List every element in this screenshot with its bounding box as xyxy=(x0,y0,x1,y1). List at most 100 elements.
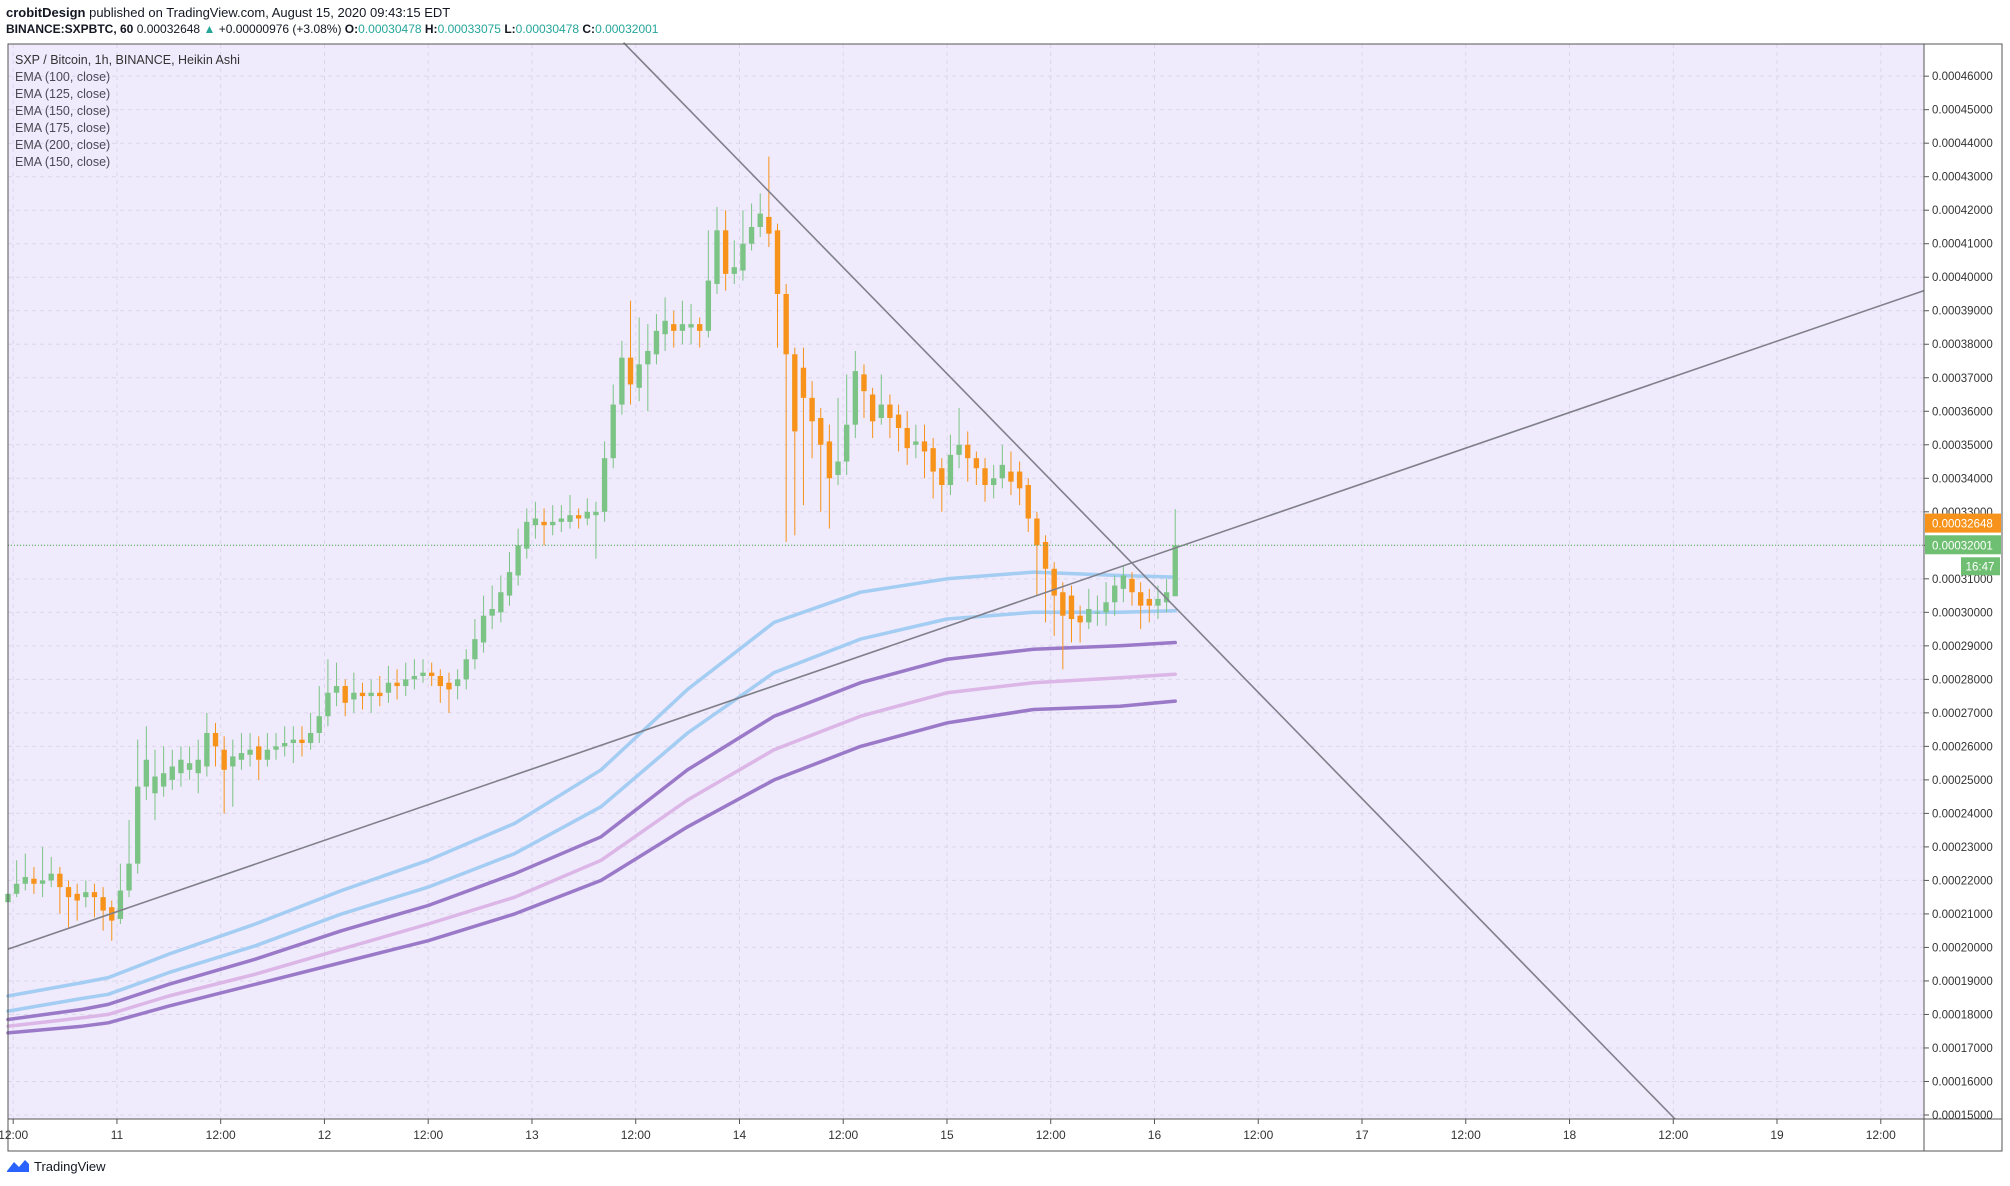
x-tick-label: 12:00 xyxy=(206,1128,236,1142)
x-tick-label: 14 xyxy=(733,1128,747,1142)
candle-body xyxy=(256,746,262,760)
candle-body xyxy=(498,592,504,613)
candle-body xyxy=(403,679,409,687)
candle-body xyxy=(126,863,132,891)
footer-brand[interactable]: TradingView xyxy=(34,1158,106,1174)
y-tick-label: 0.00031000 xyxy=(1932,574,1993,586)
author-name[interactable]: crobitDesign xyxy=(6,5,86,20)
candle-body xyxy=(368,692,374,697)
trendlines[interactable] xyxy=(7,42,1925,1120)
y-tick-label: 0.00038000 xyxy=(1932,339,1993,351)
candle-body xyxy=(748,226,755,244)
high-label: H: xyxy=(424,22,438,36)
candle-body xyxy=(31,878,37,884)
candle-body xyxy=(861,374,867,392)
candle-body xyxy=(160,773,167,787)
chart-legend: SXP / Bitcoin, 1h, BINANCE, Heikin Ashi … xyxy=(15,52,240,171)
candle-body xyxy=(1068,595,1075,620)
candle-body xyxy=(852,371,859,425)
y-tick-label: 0.00024000 xyxy=(1932,808,1993,820)
candle-body xyxy=(195,759,201,774)
candle-body xyxy=(100,897,106,911)
x-tick-label: 17 xyxy=(1355,1128,1369,1142)
last-price: 0.00032648 xyxy=(136,22,201,36)
candle-body xyxy=(480,615,487,643)
candle-body xyxy=(722,230,729,274)
candle-body xyxy=(731,267,737,274)
legend-study[interactable]: EMA (200, close) xyxy=(15,138,111,152)
candle-body xyxy=(91,892,98,898)
legend-study[interactable]: EMA (175, close) xyxy=(15,121,111,135)
candle-body xyxy=(143,759,150,787)
candle-body xyxy=(714,230,720,284)
trendline-descending xyxy=(623,42,1676,1120)
x-axis-ticks: 12:00 11 12:00 12 12:00 13 12:00 14 12:00 15 12:00… xyxy=(0,1119,1896,1142)
high-value: 0.00033075 xyxy=(437,22,501,36)
candle-body xyxy=(290,739,297,744)
x-tick-label: 12:00 xyxy=(1451,1128,1481,1142)
candle-body xyxy=(385,682,392,693)
candle-body xyxy=(489,608,495,616)
candle-body xyxy=(627,357,634,385)
tradingview-logo-icon[interactable] xyxy=(6,1158,30,1174)
y-tick-label: 0.00045000 xyxy=(1932,105,1993,117)
plot-background xyxy=(8,44,1924,1119)
candle-body xyxy=(774,230,781,294)
candle-body xyxy=(869,394,876,422)
candle-body xyxy=(982,468,988,485)
legend-study[interactable]: EMA (150, close) xyxy=(15,104,111,118)
candle-body xyxy=(117,890,124,919)
candle-body xyxy=(152,776,158,794)
candle-body xyxy=(212,732,219,747)
candle-body xyxy=(1112,585,1118,603)
trendline-ascending xyxy=(7,289,1925,950)
candle-body xyxy=(705,280,712,331)
legend-study[interactable]: EMA (100, close) xyxy=(15,70,111,84)
candle-body xyxy=(281,743,288,747)
candle-body xyxy=(1146,598,1152,606)
x-tick-label: 12:00 xyxy=(1658,1128,1688,1142)
legend-study[interactable]: EMA (150, close) xyxy=(15,155,111,169)
legend-study[interactable]: EMA (125, close) xyxy=(15,87,111,101)
y-tick-label: 0.00016000 xyxy=(1932,1076,1993,1088)
up-arrow-icon: ▲ xyxy=(203,22,216,36)
ohlc-line: BINANCE:SXPBTC, 60 0.00032648 ▲ +0.00000… xyxy=(6,21,658,38)
candle-body xyxy=(1163,592,1170,603)
candle-body xyxy=(428,672,435,676)
candle-body xyxy=(939,468,945,485)
candle-body xyxy=(325,692,331,717)
candle-body xyxy=(645,350,651,365)
candle-body xyxy=(636,364,642,388)
candle-body xyxy=(351,692,357,700)
ema-lines xyxy=(6,570,1177,1035)
y-tick-label: 0.00039000 xyxy=(1932,306,1993,318)
y-tick-label: 0.00046000 xyxy=(1932,71,1993,83)
candle-body xyxy=(1042,541,1049,569)
chart-header: crobitDesign published on TradingView.co… xyxy=(6,4,658,38)
candle-body xyxy=(316,716,322,733)
x-tick-label: 12:00 xyxy=(1866,1128,1896,1142)
x-tick-label: 11 xyxy=(111,1128,124,1142)
candle-body xyxy=(653,330,660,355)
y-tick-label: 0.00028000 xyxy=(1932,674,1993,686)
candles[interactable] xyxy=(5,156,1178,941)
close-price-tag-bg xyxy=(1925,535,2001,555)
candle-body xyxy=(740,243,746,271)
candle-body xyxy=(1137,592,1144,606)
price-change: +0.00000976 (+3.08%) xyxy=(218,22,342,36)
candle-body xyxy=(1077,615,1083,623)
x-tick-label: 13 xyxy=(525,1128,539,1142)
candle-body xyxy=(273,746,279,750)
candle-body xyxy=(558,518,565,522)
candle-body xyxy=(377,692,383,697)
y-tick-label: 0.00043000 xyxy=(1932,172,1993,184)
candle-body xyxy=(904,428,910,449)
publish-info: published on TradingView.com, August 15,… xyxy=(89,5,451,20)
y-tick-label: 0.00044000 xyxy=(1932,138,1993,150)
candle-body xyxy=(74,893,80,901)
y-tick-label: 0.00017000 xyxy=(1932,1043,1993,1055)
ema-line xyxy=(6,640,1177,1022)
price-tags: 0.00032648 0.00032001 16:47 xyxy=(1925,513,2001,576)
y-tick-label: 0.00026000 xyxy=(1932,741,1993,753)
